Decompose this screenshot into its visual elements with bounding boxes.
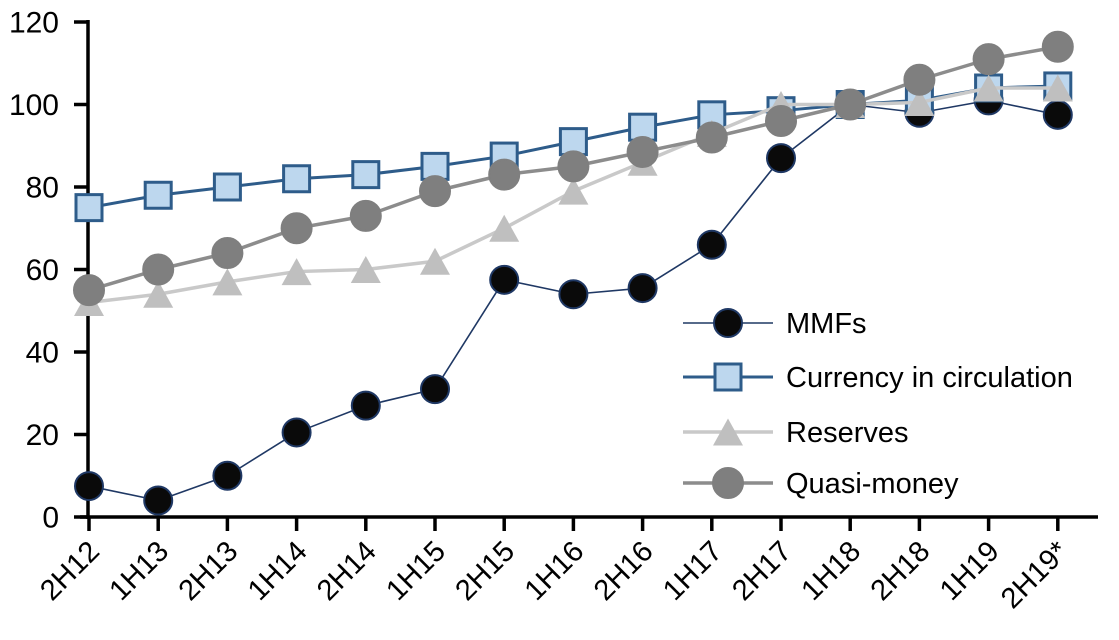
- data-point-marker: [558, 279, 589, 310]
- x-tick-label: 1H18: [795, 535, 867, 607]
- x-tick-label: 2H17: [726, 535, 798, 607]
- legend-label: Currency in circulation: [786, 362, 1073, 394]
- data-point-marker: [212, 268, 243, 296]
- data-point-marker: [281, 258, 312, 286]
- data-point-marker: [420, 151, 450, 181]
- data-point-marker: [73, 274, 105, 307]
- data-point-marker: [74, 193, 104, 223]
- data-point-marker: [280, 212, 313, 245]
- legend-item-reserves: Reserves: [683, 417, 909, 449]
- x-tick-label: 1H14: [242, 535, 314, 607]
- x-tick-label: 2H14: [311, 535, 383, 607]
- data-point-marker: [142, 253, 175, 286]
- y-tick-label: 80: [26, 172, 59, 205]
- data-point-marker: [972, 43, 1005, 76]
- data-point-marker: [973, 74, 1004, 102]
- data-point-marker: [1042, 74, 1073, 102]
- data-point-marker: [1042, 99, 1073, 130]
- data-point-marker: [628, 112, 658, 142]
- y-tick-label: 20: [26, 419, 59, 452]
- data-point-marker: [713, 418, 743, 446]
- data-point-marker: [765, 105, 797, 137]
- x-tick-label: 1H13: [103, 535, 175, 607]
- data-point-marker: [350, 256, 381, 283]
- x-tick-label: 2H13: [173, 535, 245, 607]
- legend-item-mmfs: MMFs: [683, 308, 867, 340]
- y-tick-label: 40: [26, 337, 59, 370]
- data-point-marker: [488, 158, 521, 191]
- x-tick-label: 2H12: [34, 535, 106, 607]
- data-point-marker: [834, 88, 867, 121]
- data-point-marker: [695, 121, 728, 154]
- data-point-marker: [558, 177, 589, 205]
- data-point-marker: [211, 237, 244, 269]
- x-tick-label: 1H15: [380, 535, 452, 607]
- x-tick-label: 2H16: [588, 535, 660, 607]
- data-point-marker: [489, 214, 520, 242]
- data-point-marker: [143, 280, 174, 308]
- x-tick-label: 2H15: [449, 535, 521, 607]
- data-point-marker: [558, 127, 588, 157]
- y-tick-label: 0: [42, 502, 59, 535]
- data-point-marker: [766, 143, 796, 174]
- data-point-marker: [212, 460, 243, 491]
- data-point-marker: [350, 390, 381, 421]
- x-tick-label: 1H16: [519, 535, 591, 607]
- y-tick-label: 100: [9, 89, 59, 122]
- data-point-marker: [627, 273, 658, 304]
- y-axis-ticks: 0 20 40 60 80 100 120: [9, 7, 88, 535]
- data-point-marker: [281, 417, 312, 448]
- data-point-marker: [212, 172, 242, 202]
- data-point-marker: [419, 175, 451, 208]
- x-tick-label: 2H19*: [995, 535, 1075, 615]
- x-axis-ticks: 2H121H132H131H142H141H152H151H162H161H17…: [34, 517, 1075, 615]
- series-quasi-money: [73, 30, 1074, 307]
- data-point-marker: [1041, 30, 1074, 63]
- legend-label: MMFs: [786, 308, 867, 340]
- x-tick-label: 2H18: [865, 535, 937, 607]
- legend-label: Quasi-money: [786, 468, 959, 500]
- data-point-marker: [904, 88, 935, 116]
- legend-label: Reserves: [786, 417, 909, 449]
- data-point-marker: [696, 229, 727, 260]
- data-point-marker: [713, 362, 743, 392]
- legend-item-currency-in-circulation: Currency in circulation: [683, 362, 1073, 394]
- y-tick-label: 60: [26, 254, 59, 287]
- legend: MMFs Currency in circulation Reserves Quasi…: [683, 308, 1073, 500]
- data-point-marker: [489, 264, 520, 295]
- x-tick-label: 1H17: [657, 535, 729, 607]
- data-point-marker: [712, 467, 744, 499]
- data-point-marker: [420, 247, 450, 275]
- legend-item-quasi-money: Quasi-money: [683, 467, 959, 500]
- data-point-marker: [349, 199, 382, 232]
- y-tick-label: 120: [9, 7, 59, 40]
- data-point-marker: [74, 471, 104, 502]
- data-point-marker: [626, 135, 659, 168]
- x-tick-label: 1H19: [934, 535, 1006, 607]
- data-point-marker: [420, 374, 450, 405]
- data-point-marker: [713, 308, 743, 338]
- data-point-marker: [557, 150, 590, 183]
- data-point-marker: [143, 180, 173, 210]
- data-point-marker: [143, 485, 174, 516]
- data-point-marker: [282, 164, 312, 194]
- data-point-marker: [351, 160, 381, 190]
- data-point-marker: [903, 63, 936, 96]
